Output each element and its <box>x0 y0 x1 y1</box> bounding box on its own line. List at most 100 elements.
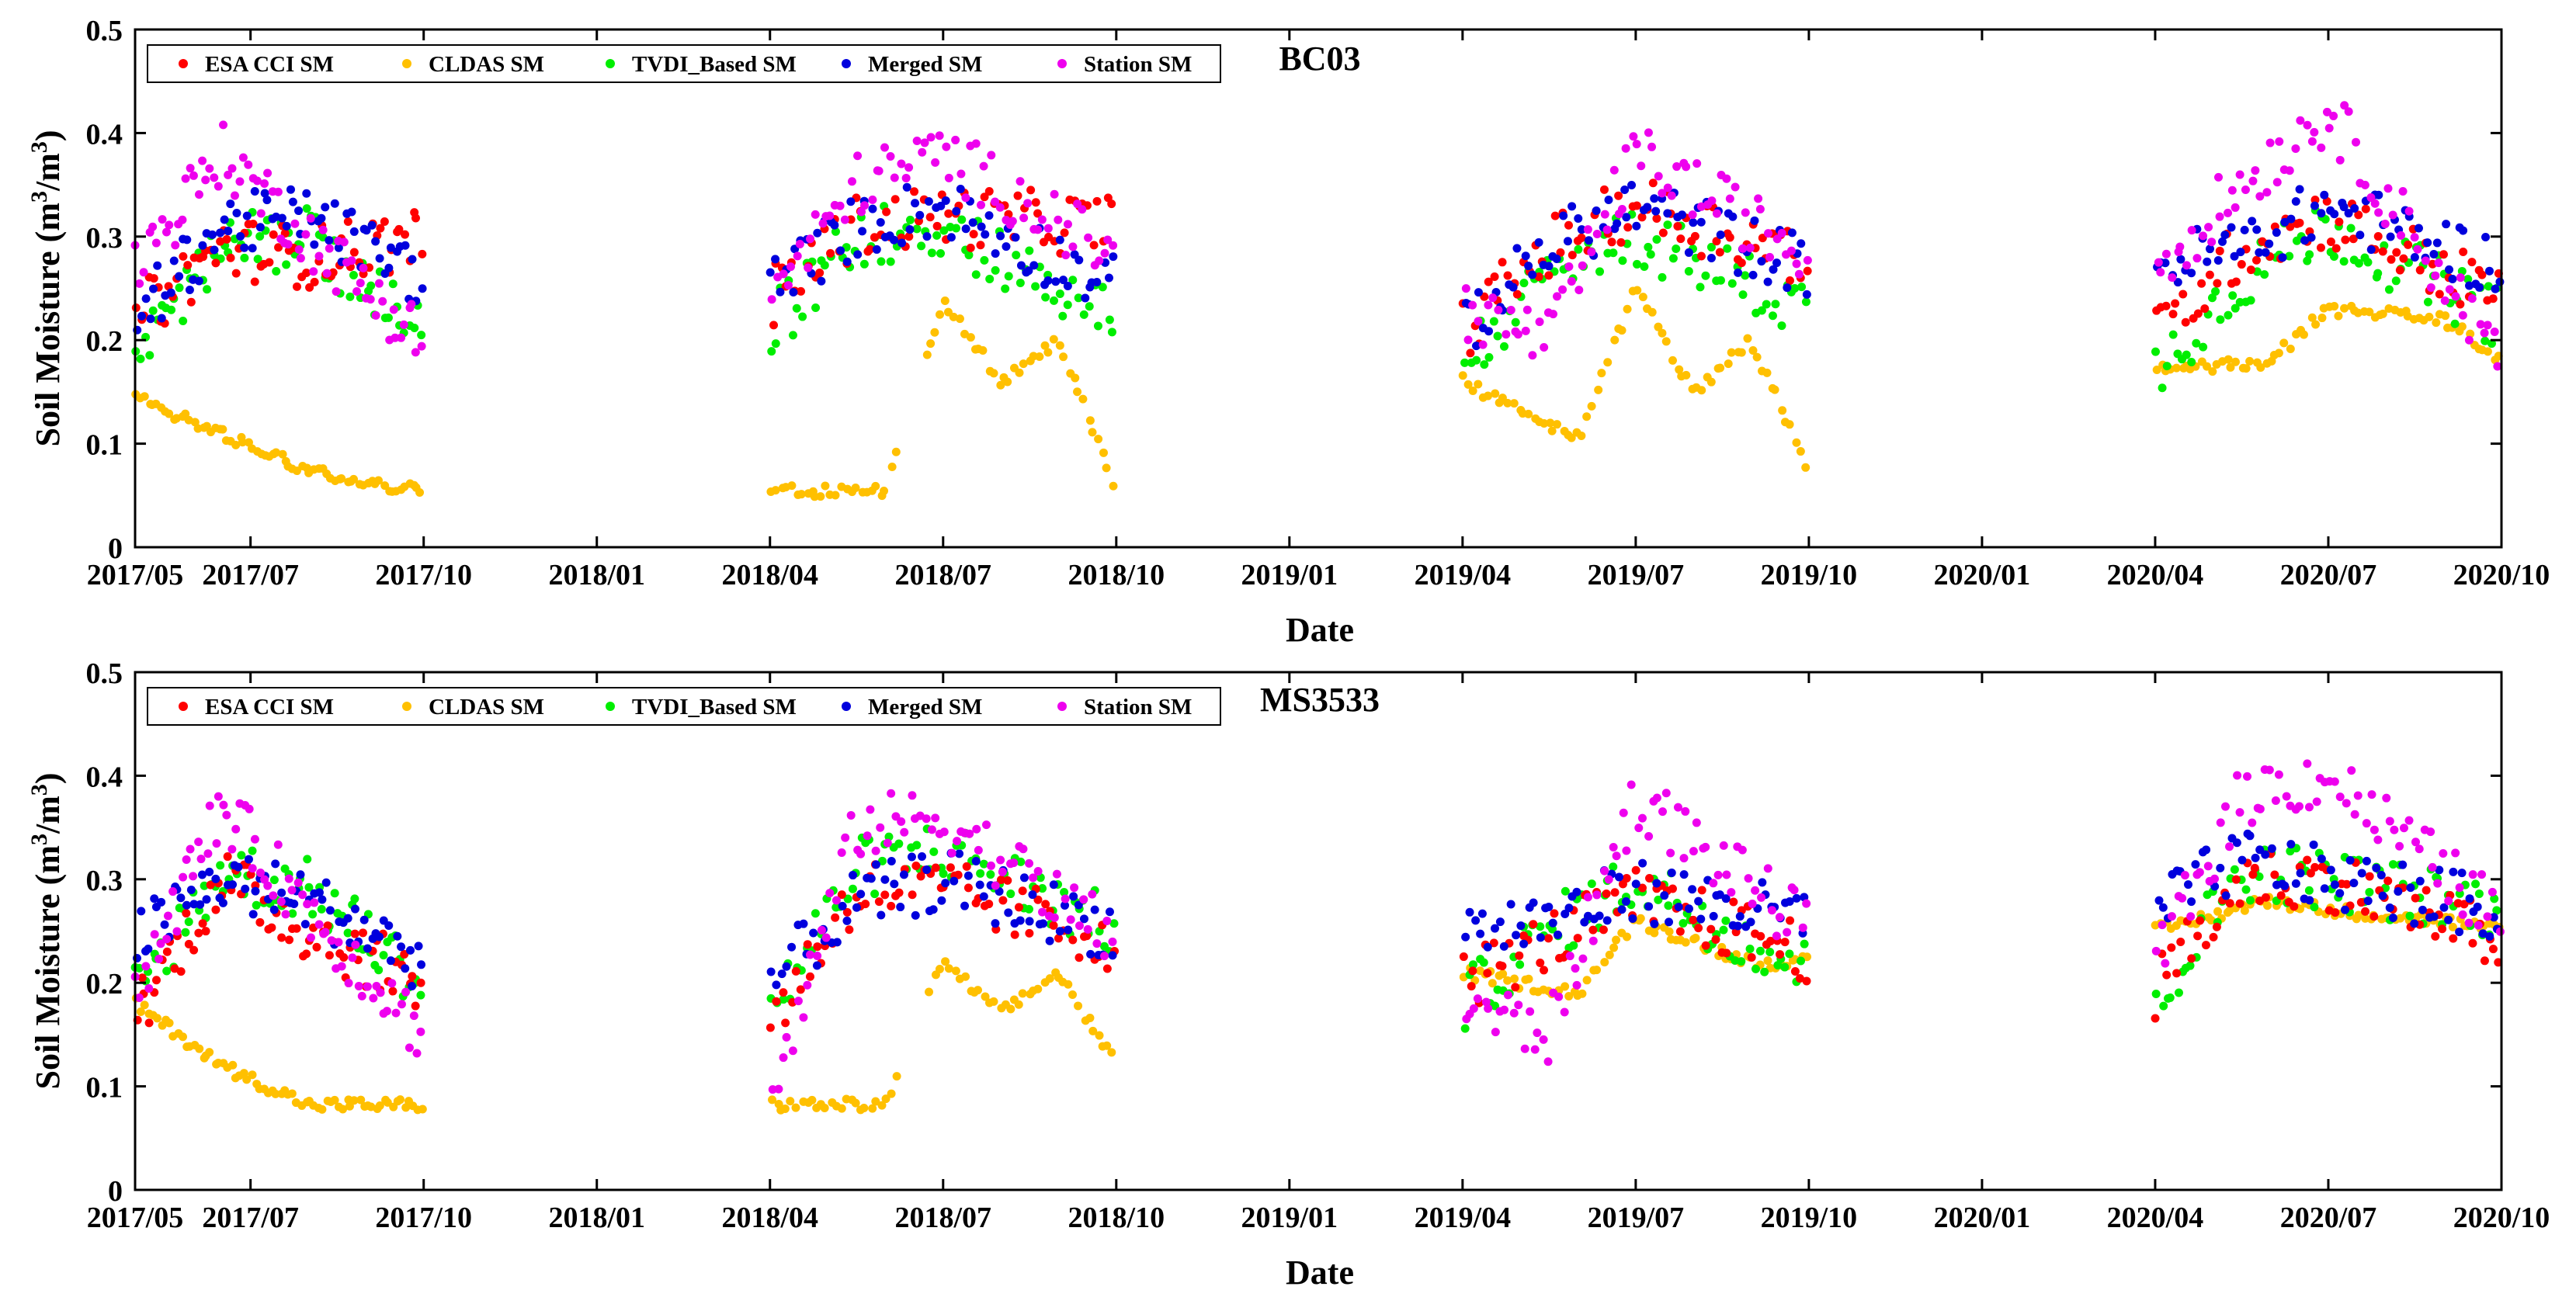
data-point <box>860 201 870 210</box>
data-point <box>2246 265 2255 275</box>
data-point <box>216 861 225 870</box>
data-point <box>1692 159 1702 168</box>
data-point <box>939 226 949 235</box>
data-point <box>918 852 927 862</box>
data-point <box>231 440 241 449</box>
data-point <box>1658 328 1667 338</box>
data-point <box>2162 362 2172 371</box>
data-point <box>395 1095 404 1105</box>
data-point <box>1533 1028 1542 1038</box>
data-point <box>886 151 895 161</box>
data-point <box>2303 759 2312 768</box>
data-point <box>136 354 145 363</box>
data-point <box>1491 389 1500 398</box>
data-point <box>1105 315 1114 324</box>
data-point <box>2151 1014 2160 1023</box>
data-point <box>2187 954 2196 963</box>
data-point <box>219 800 228 810</box>
data-point <box>348 953 357 962</box>
legend-item-esa-cci: ESA CCI SM <box>179 52 334 77</box>
data-point <box>2187 358 2196 367</box>
data-point <box>1689 218 1698 227</box>
data-point <box>182 855 191 865</box>
data-point <box>2422 886 2431 895</box>
data-point <box>1682 370 1691 380</box>
data-point <box>1748 899 1757 908</box>
data-point <box>2227 186 2237 195</box>
data-point <box>2171 299 2180 308</box>
data-point <box>2215 212 2224 221</box>
data-point <box>2231 875 2241 884</box>
data-point <box>1643 203 1652 212</box>
data-point <box>1715 890 1724 900</box>
data-point <box>1107 199 1116 209</box>
data-point <box>1499 342 1508 351</box>
data-point <box>1477 909 1487 918</box>
data-point <box>2317 854 2326 863</box>
data-point <box>880 890 890 900</box>
data-point <box>172 927 182 936</box>
data-point <box>1026 186 1036 195</box>
data-point <box>240 253 249 262</box>
data-point <box>866 874 876 883</box>
data-point <box>1577 225 1586 234</box>
data-point <box>787 481 797 491</box>
data-point <box>2285 166 2294 175</box>
data-point <box>1722 174 1731 183</box>
data-point <box>1013 191 1022 200</box>
data-point <box>1033 984 1043 994</box>
data-point <box>1074 900 1083 910</box>
data-point <box>1746 917 1755 927</box>
data-point <box>317 904 326 914</box>
data-point <box>150 894 159 903</box>
data-point <box>776 287 785 297</box>
data-point <box>1618 256 1627 265</box>
data-point <box>205 1048 214 1057</box>
data-point <box>1524 974 1533 983</box>
data-point <box>208 230 217 239</box>
data-point <box>382 1007 391 1016</box>
data-point <box>1719 841 1728 850</box>
x-tick-label: 2020/10 <box>2453 1202 2550 1234</box>
data-point <box>1689 915 1698 924</box>
data-point <box>211 905 220 914</box>
data-point <box>1609 943 1619 952</box>
data-point <box>2159 1001 2168 1011</box>
data-point <box>901 173 911 182</box>
data-point <box>1560 1007 1569 1017</box>
data-point <box>2463 275 2473 284</box>
data-point <box>1629 132 1638 141</box>
data-point <box>2488 945 2498 954</box>
x-tick-label: 2017/05 <box>87 1202 184 1234</box>
data-point <box>996 855 1005 865</box>
data-point <box>1614 191 1623 200</box>
data-point <box>2334 311 2343 321</box>
data-point <box>1765 252 1775 262</box>
data-point <box>1015 368 1024 377</box>
data-point <box>996 876 1005 885</box>
data-point <box>2197 279 2206 288</box>
data-point <box>223 852 232 862</box>
data-point <box>1672 244 1681 253</box>
data-point <box>1567 251 1577 260</box>
legend-marker <box>842 59 851 68</box>
data-point <box>902 182 911 192</box>
data-point <box>1602 916 1612 925</box>
data-point <box>1508 283 1518 292</box>
data-point <box>1738 845 1747 855</box>
data-point <box>2339 203 2349 212</box>
data-point <box>835 201 845 210</box>
data-point <box>821 481 830 491</box>
data-point <box>795 240 804 249</box>
data-point <box>820 1103 829 1112</box>
data-point <box>2286 345 2295 354</box>
data-point <box>303 900 312 909</box>
data-point <box>1577 431 1586 440</box>
data-point <box>816 492 825 501</box>
data-point <box>2227 223 2236 232</box>
legend-marker <box>1057 702 1067 711</box>
data-point <box>2172 969 2182 978</box>
data-point <box>985 274 995 283</box>
data-point <box>941 879 950 888</box>
data-point <box>1727 279 1737 288</box>
